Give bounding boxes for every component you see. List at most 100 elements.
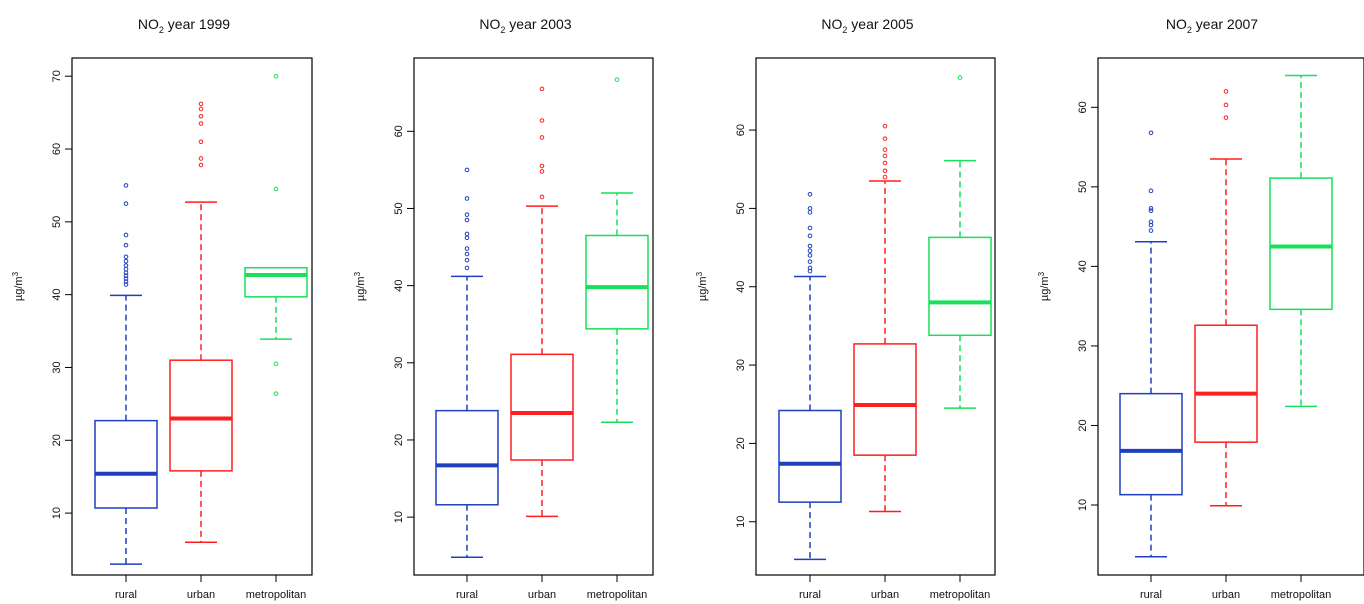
y-tick-label: 60 [1077, 101, 1089, 113]
y-tick-label: 30 [1077, 340, 1089, 352]
y-tick-label: 40 [735, 281, 747, 293]
y-tick-label: 30 [393, 357, 405, 369]
box-rural [435, 167, 499, 559]
outlier-point [464, 257, 470, 263]
box-urban [510, 86, 574, 518]
box-urban [853, 123, 917, 513]
y-axis-label: µg/m3 [695, 271, 709, 301]
plot-frame [71, 57, 313, 576]
iqr-box [169, 359, 233, 472]
category-label-metropolitan: metropolitan [1271, 589, 1332, 601]
box-metropolitan [244, 73, 308, 396]
y-tick-label: 60 [51, 143, 63, 155]
outlier-point [882, 123, 888, 129]
category-label-urban: urban [871, 589, 899, 601]
outlier-point [807, 243, 813, 249]
y-axis-label: µg/m3 [1037, 271, 1051, 301]
outlier-point [123, 254, 129, 260]
box-rural [1119, 130, 1183, 558]
box-urban [1194, 89, 1258, 507]
outlier-point [273, 73, 279, 79]
outlier-point [882, 168, 888, 174]
iqr-box [1119, 392, 1183, 496]
category-label-rural: rural [115, 589, 137, 601]
iqr-box [94, 419, 158, 509]
outlier-point [1148, 206, 1154, 211]
outlier-point [123, 276, 129, 281]
outlier-point [123, 266, 129, 272]
y-tick-label: 70 [51, 70, 63, 82]
y-tick-label: 10 [393, 511, 405, 523]
outlier-point [464, 167, 470, 173]
outlier-point [1223, 102, 1229, 108]
y-axis-label: µg/m3 [11, 271, 25, 301]
category-label-urban: urban [1212, 589, 1240, 601]
box-rural [94, 183, 158, 565]
outlier-point [807, 192, 813, 197]
box-rural [778, 192, 842, 561]
y-tick-label: 60 [393, 125, 405, 137]
y-tick-label: 50 [393, 202, 405, 214]
iqr-box [778, 409, 842, 503]
y-tick-label: 20 [735, 437, 747, 449]
outlier-point [123, 282, 129, 287]
y-tick-label: 20 [1077, 419, 1089, 431]
outlier-point [273, 186, 279, 192]
outlier-point [807, 259, 813, 264]
outlier-point [882, 153, 888, 159]
iqr-box [435, 409, 499, 506]
box-metropolitan [585, 77, 649, 423]
y-tick-label: 30 [735, 359, 747, 371]
y-tick-label: 40 [1077, 260, 1089, 272]
outlier-point [882, 136, 888, 141]
y-tick-label: 20 [393, 434, 405, 446]
outlier-point [198, 121, 204, 126]
y-tick-label: 30 [51, 361, 63, 373]
outlier-point [198, 101, 204, 107]
plot-frame [1097, 57, 1364, 576]
outlier-point [464, 265, 470, 271]
panel-title: NO2 year 2007 [1166, 16, 1258, 35]
outlier-point [123, 232, 129, 238]
outlier-point [807, 225, 813, 231]
category-label-metropolitan: metropolitan [587, 589, 648, 601]
outlier-point [807, 265, 813, 271]
outlier-point [807, 206, 813, 211]
iqr-box [585, 234, 649, 330]
category-label-rural: rural [799, 589, 821, 601]
outlier-point [273, 391, 279, 396]
box-metropolitan [928, 75, 992, 409]
outlier-point [1148, 130, 1154, 136]
panel-title: NO2 year 1999 [138, 16, 230, 35]
y-tick-label: 20 [51, 434, 63, 446]
category-label-urban: urban [528, 589, 556, 601]
y-tick-label: 50 [51, 216, 63, 228]
panel-1: NO2 year 1999 µg/m3 10 20 30 40 50 60 70 rural urb… [11, 16, 313, 601]
outlier-point [464, 251, 470, 257]
y-axis-label: µg/m3 [353, 271, 367, 301]
outlier-point [123, 242, 129, 248]
outlier-point [464, 217, 470, 223]
outlier-point [198, 139, 204, 145]
iqr-box [244, 266, 308, 298]
outlier-point [957, 75, 963, 80]
outlier-point [882, 160, 888, 166]
outlier-point [539, 169, 545, 174]
outlier-point [198, 156, 204, 161]
category-label-metropolitan: metropolitan [930, 589, 991, 601]
outlier-point [464, 231, 470, 237]
iqr-box [928, 236, 992, 337]
outlier-point [882, 174, 888, 180]
y-tick-label: 10 [51, 507, 63, 519]
y-tick-label: 10 [1077, 499, 1089, 511]
outlier-point [273, 361, 279, 367]
outlier-point [123, 273, 129, 279]
outlier-point [539, 163, 545, 169]
plot-frame [413, 57, 654, 576]
outlier-point [464, 212, 470, 217]
panel-title: NO2 year 2005 [821, 16, 913, 35]
panel-3: NO2 year 2005 µg/m3 10 20 30 40 50 60 rural urban… [695, 16, 996, 601]
outlier-point [198, 113, 204, 119]
outlier-point [198, 106, 204, 112]
outlier-point [539, 194, 545, 200]
